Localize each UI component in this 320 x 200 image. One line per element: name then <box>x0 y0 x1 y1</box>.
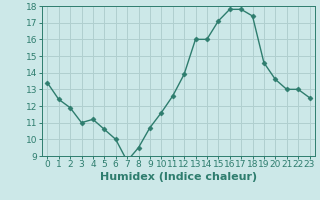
X-axis label: Humidex (Indice chaleur): Humidex (Indice chaleur) <box>100 172 257 182</box>
